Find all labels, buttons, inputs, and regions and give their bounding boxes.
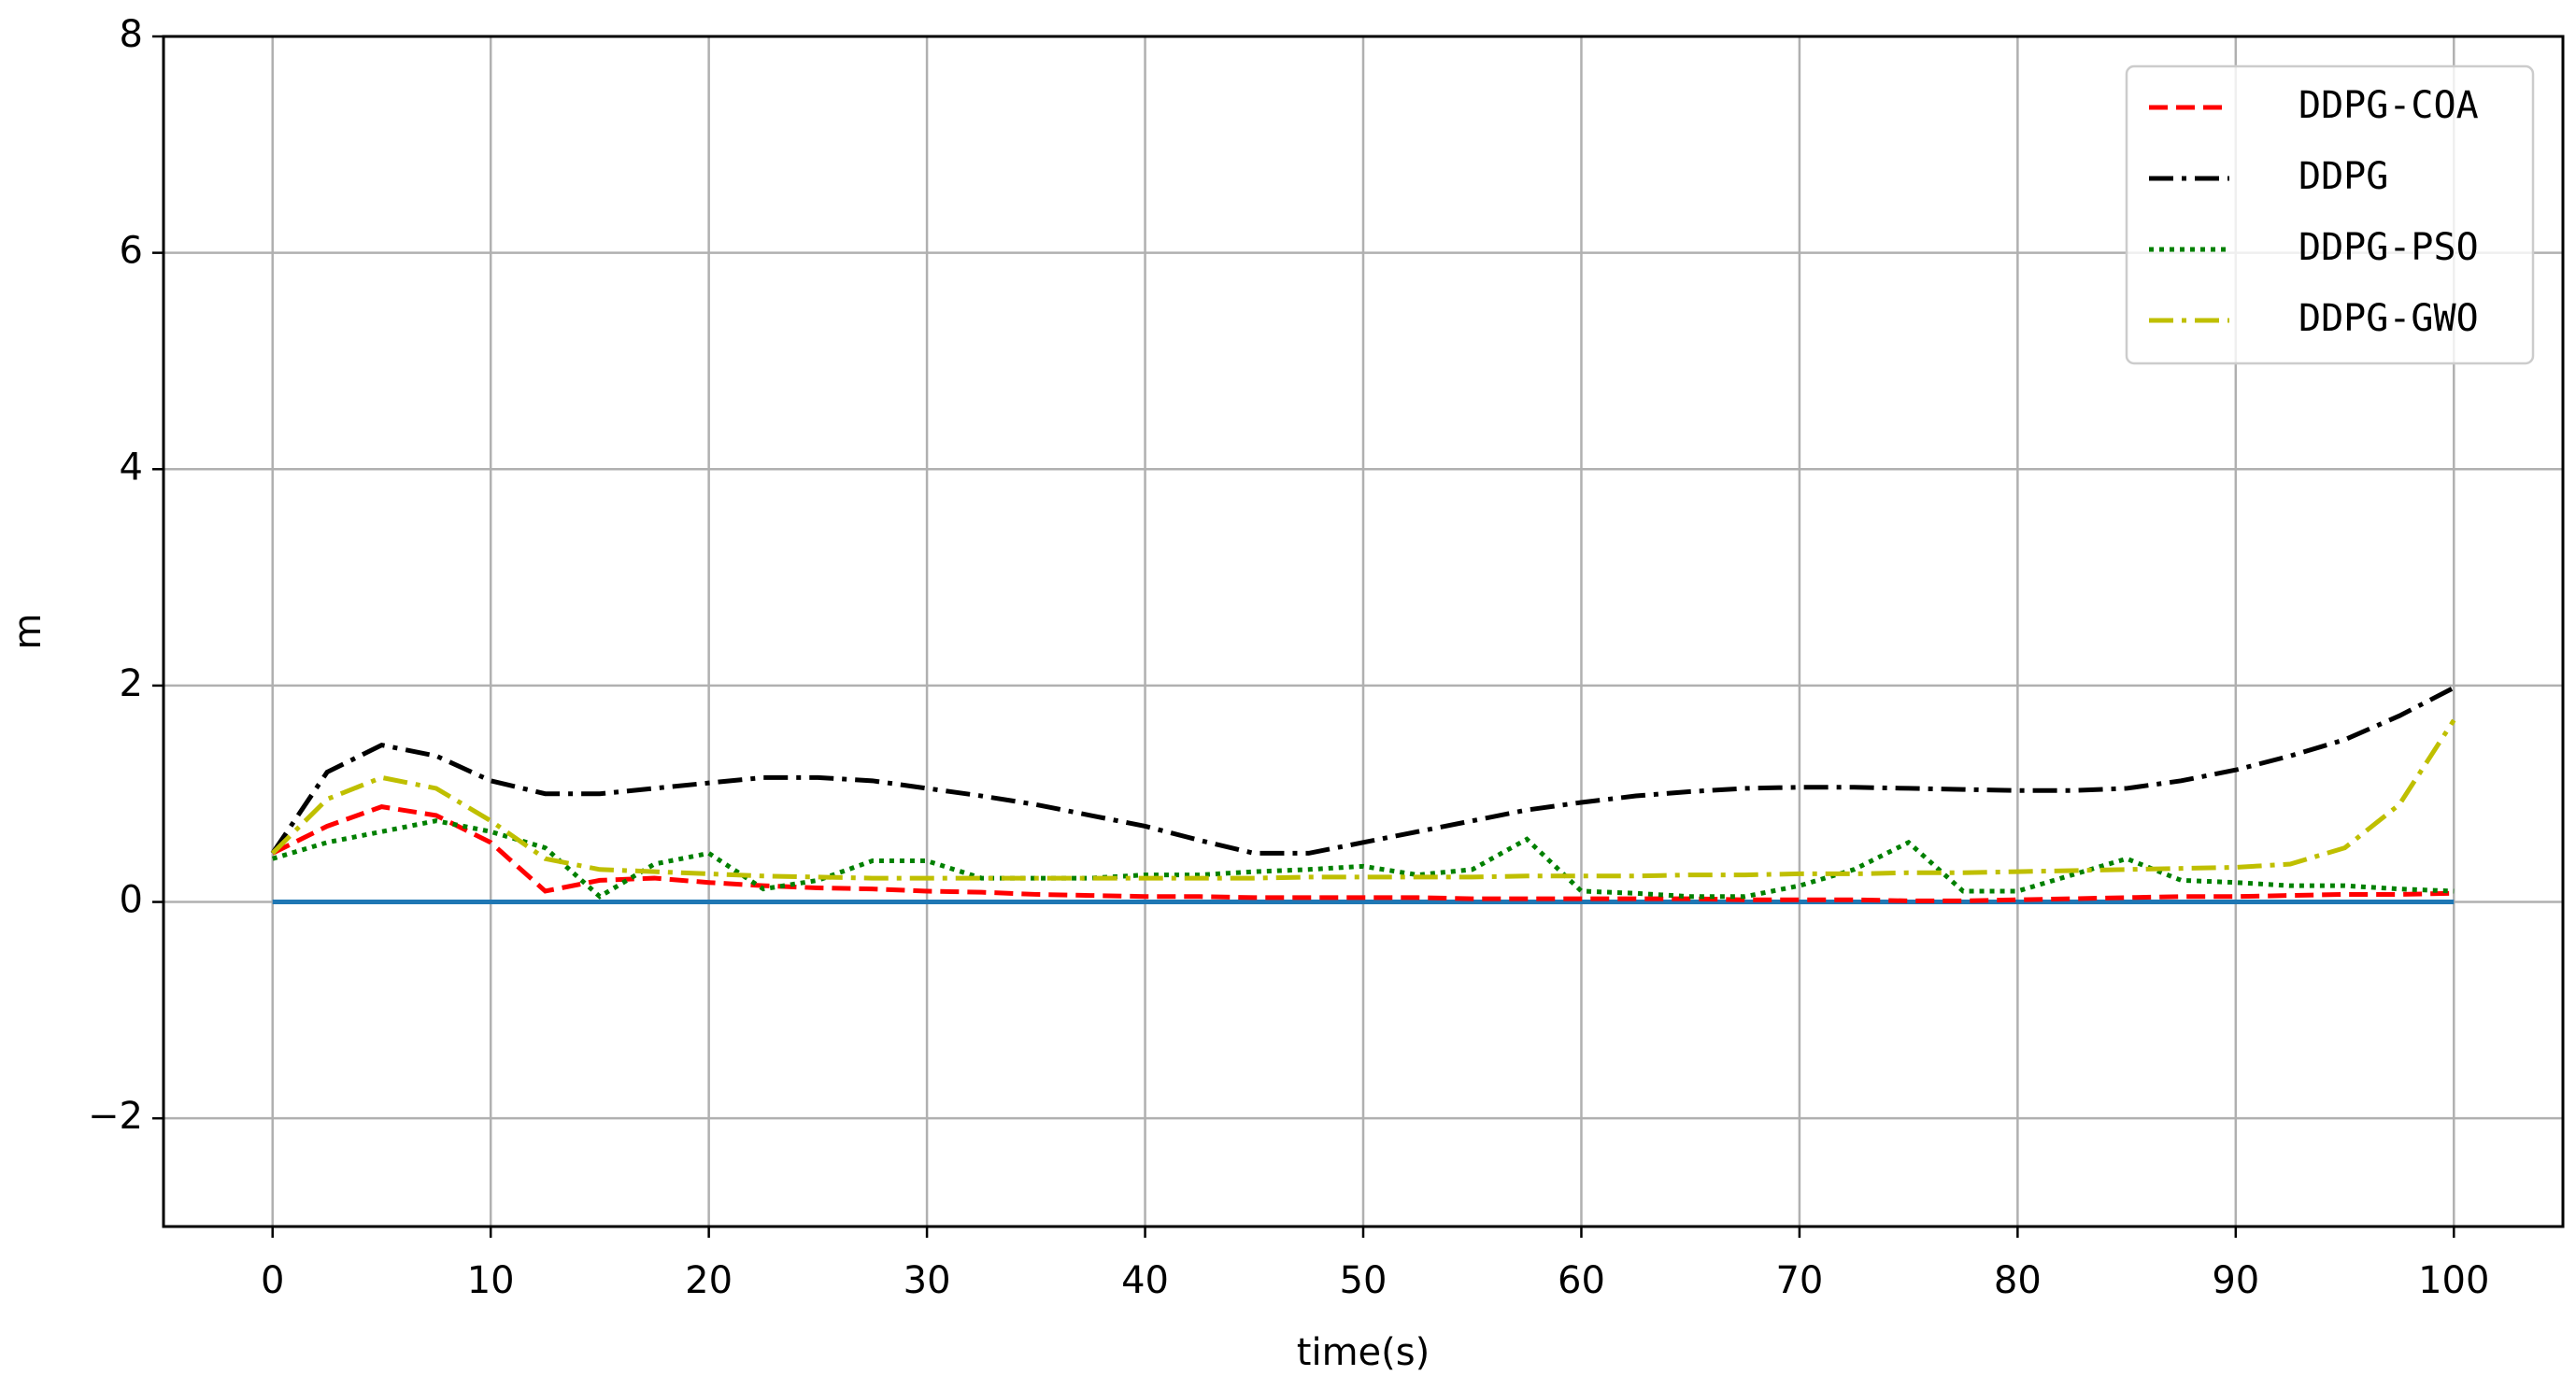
x-axis-label: time(s) (1297, 1331, 1430, 1374)
x-tick-label: 50 (1340, 1259, 1388, 1302)
legend-box (2125, 64, 2535, 365)
y-tick-label: 2 (120, 662, 143, 705)
x-tick-label: 90 (2212, 1259, 2259, 1302)
x-tick-label: 60 (1558, 1259, 1605, 1302)
x-tick-label: 40 (1121, 1259, 1169, 1302)
x-tick-label: 30 (904, 1259, 951, 1302)
legend: DDPG-COA DDPG DDPG-PSO DDPG-GWO (2125, 64, 2535, 365)
y-tick-label: 4 (120, 446, 143, 489)
legend-label: DDPG-PSO (2298, 226, 2479, 269)
legend-label: DDPG-COA (2298, 84, 2479, 127)
series-line (270, 718, 2456, 881)
series-line (271, 804, 2455, 903)
y-tick-label: 8 (120, 13, 143, 56)
legend-label: DDPG (2298, 155, 2388, 198)
x-tick-label: 20 (685, 1259, 733, 1302)
x-tick-label: 0 (261, 1259, 284, 1302)
legend-label: DDPG-GWO (2298, 297, 2479, 340)
y-axis-label: m (7, 614, 50, 650)
x-tick-label: 100 (2418, 1259, 2489, 1302)
x-tick-label: 70 (1775, 1259, 1823, 1302)
series-line (270, 686, 2455, 856)
y-tick-label: 0 (120, 879, 143, 922)
plot-frame (162, 35, 2565, 1228)
x-tick-label: 10 (467, 1259, 515, 1302)
x-tick-label: 80 (1994, 1259, 2042, 1302)
y-tick-label: −2 (88, 1095, 143, 1138)
y-tick-label: 6 (120, 230, 143, 273)
